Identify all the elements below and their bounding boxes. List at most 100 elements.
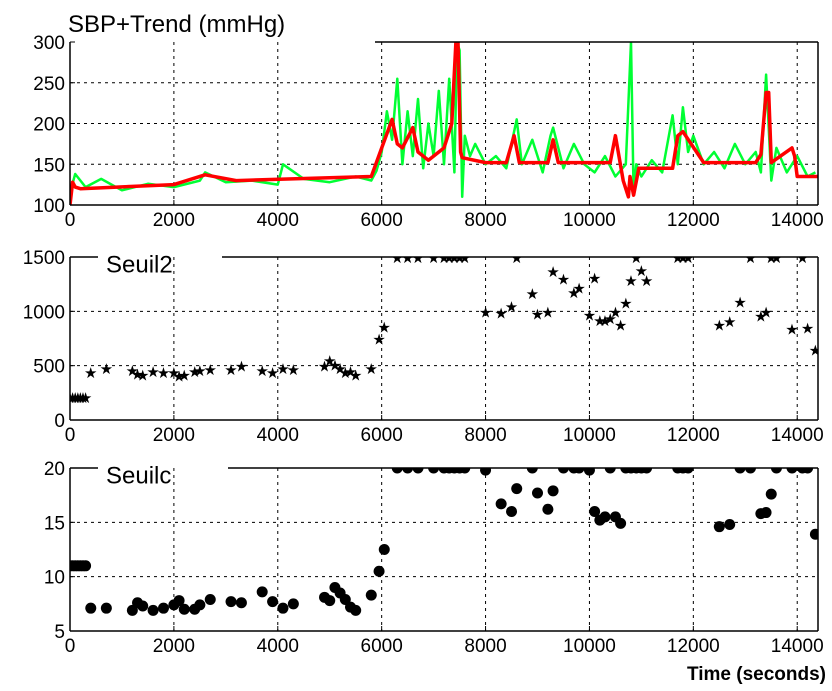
circle-marker <box>147 604 159 616</box>
star-marker: ★ <box>188 363 201 381</box>
circle-marker <box>391 468 403 474</box>
circle-marker <box>204 593 216 605</box>
x-tick-label: 8000 <box>464 636 506 657</box>
star-marker: ★ <box>365 360 378 378</box>
star-marker: ★ <box>629 249 642 267</box>
star-marker: ★ <box>235 358 248 376</box>
star-marker: ★ <box>733 294 746 312</box>
circle-marker <box>428 468 440 474</box>
circle-marker <box>506 505 518 517</box>
star-marker: ★ <box>146 363 159 381</box>
star-marker: ★ <box>671 249 684 267</box>
circle-marker <box>641 468 653 474</box>
y-tick-label: 300 <box>33 33 65 54</box>
star-marker: ★ <box>391 249 404 267</box>
star-marker: ★ <box>759 303 772 321</box>
circle-marker <box>350 604 362 616</box>
star-marker: ★ <box>713 316 726 334</box>
star-marker: ★ <box>635 262 648 280</box>
trend-line <box>70 42 818 205</box>
plot-area <box>70 42 818 205</box>
star-marker: ★ <box>344 363 357 381</box>
star-marker: ★ <box>437 249 450 267</box>
circle-marker <box>744 468 756 474</box>
circle-marker <box>547 485 559 497</box>
circle-marker <box>557 468 569 474</box>
circle-marker <box>100 602 112 614</box>
star-marker: ★ <box>178 366 191 384</box>
star-marker: ★ <box>372 331 385 349</box>
y-tick-label: 15 <box>44 513 65 534</box>
circle-marker <box>583 468 595 476</box>
x-tick-label: 10000 <box>563 425 616 446</box>
circle-marker <box>225 596 237 608</box>
circle-marker <box>682 468 694 474</box>
x-tick-label: 4000 <box>257 636 299 657</box>
circle-marker <box>158 602 169 614</box>
star-marker: ★ <box>801 320 814 338</box>
plot-area: ★★★★★★★★ ★ ★★★★★★★★★★★ ★★ ★★★★ ★★★★★★★ ★★★★★★ ★… <box>63 249 822 407</box>
star-marker: ★ <box>505 298 518 316</box>
star-marker: ★ <box>349 366 362 384</box>
circle-marker <box>802 468 814 474</box>
x-tick-label: 4000 <box>257 425 299 446</box>
star-marker: ★ <box>328 357 341 375</box>
circle-marker <box>599 511 611 523</box>
y-tick-label: 250 <box>33 74 65 95</box>
star-marker: ★ <box>71 389 84 407</box>
star-marker: ★ <box>744 249 757 267</box>
star-marker: ★ <box>603 310 616 328</box>
star-marker: ★ <box>401 249 414 267</box>
x-tick-label: 4000 <box>257 210 299 231</box>
circle-marker <box>80 560 92 572</box>
star-marker: ★ <box>593 312 606 330</box>
star-marker: ★ <box>427 249 440 267</box>
star-marker: ★ <box>193 362 206 380</box>
star-marker: ★ <box>796 249 809 267</box>
star-marker: ★ <box>676 249 689 267</box>
circle-marker <box>194 599 206 611</box>
star-marker: ★ <box>224 361 237 379</box>
star-marker: ★ <box>809 341 822 359</box>
star-marker: ★ <box>266 364 279 382</box>
x-tick-label: 10000 <box>563 210 616 231</box>
x-tick-label: 14000 <box>771 636 824 657</box>
x-tick-label: 2000 <box>153 636 195 657</box>
star-marker: ★ <box>567 284 580 302</box>
star-marker: ★ <box>378 319 391 337</box>
star-marker: ★ <box>619 295 632 313</box>
star-marker: ★ <box>204 361 217 379</box>
star-marker: ★ <box>287 361 300 379</box>
y-tick-label: 500 <box>33 357 65 378</box>
star-marker: ★ <box>765 249 778 267</box>
star-marker: ★ <box>100 360 113 378</box>
star-marker: ★ <box>411 249 424 267</box>
y-tick-label: 200 <box>33 115 65 136</box>
star-marker: ★ <box>526 285 539 303</box>
circle-marker <box>786 468 798 474</box>
star-marker: ★ <box>448 249 461 267</box>
star-marker: ★ <box>541 303 554 321</box>
star-marker: ★ <box>609 303 622 321</box>
circle-marker <box>402 468 414 474</box>
circle-marker <box>542 503 554 515</box>
y-tick-label: 20 <box>44 459 65 480</box>
chart-title: Seuilc <box>106 462 171 489</box>
circle-marker <box>495 498 507 510</box>
star-marker: ★ <box>510 249 523 267</box>
star-marker: ★ <box>63 389 76 407</box>
star-marker: ★ <box>723 313 736 331</box>
circle-marker <box>267 596 279 608</box>
x-tick-label: 12000 <box>667 425 720 446</box>
chart-panel-1: 0 2000 4000 6000 8000 10000 12000 14000 100 150 20… <box>33 11 823 231</box>
star-marker: ★ <box>131 365 144 383</box>
x-tick-label: 6000 <box>361 210 403 231</box>
star-marker: ★ <box>84 364 97 382</box>
x-tick-label: 2000 <box>153 210 195 231</box>
star-marker: ★ <box>76 389 89 407</box>
y-tick-label: 100 <box>33 196 65 217</box>
circle-marker <box>713 521 725 533</box>
star-marker: ★ <box>453 249 466 267</box>
star-marker: ★ <box>479 303 492 321</box>
